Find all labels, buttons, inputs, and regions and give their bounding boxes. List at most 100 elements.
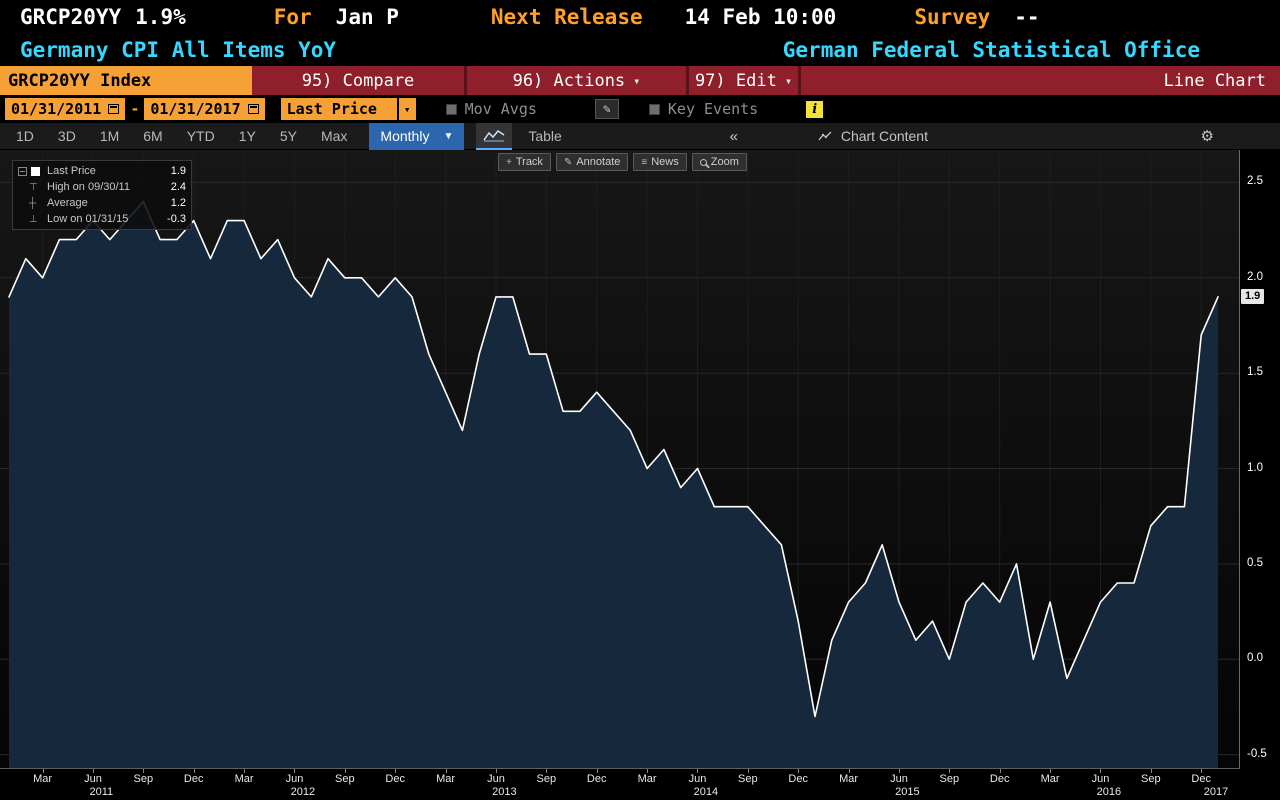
x-year-label: 2013 xyxy=(492,786,517,798)
next-release-value: 14 Feb 10:00 xyxy=(684,4,837,29)
legend-average-label: Average xyxy=(47,197,88,209)
x-month-label: Dec xyxy=(183,773,204,785)
field-select[interactable]: Last Price xyxy=(280,98,397,120)
average-marker-icon: ┼ xyxy=(29,197,37,209)
chart-content-button[interactable]: Chart Content xyxy=(818,128,928,144)
actions-menu-button[interactable]: 96) Actions ▾ xyxy=(467,66,689,95)
legend-high-value: 2.4 xyxy=(170,181,186,193)
for-label: For xyxy=(273,4,312,29)
chart-type-button[interactable] xyxy=(476,122,513,150)
calendar-icon xyxy=(247,104,259,114)
x-year-label: 2015 xyxy=(895,786,920,798)
legend-collapse-icon[interactable] xyxy=(18,166,27,176)
tab-table[interactable]: Table xyxy=(528,128,562,144)
x-tick xyxy=(1050,769,1052,773)
date-from-input[interactable]: 01/31/2011 xyxy=(5,98,126,120)
y-tick-label: -0.5 xyxy=(1247,747,1267,760)
next-release-label: Next Release xyxy=(490,4,643,29)
y-tick-label: 1.5 xyxy=(1247,366,1263,379)
x-tick xyxy=(798,769,800,773)
x-tick xyxy=(596,769,598,773)
key-events-label[interactable]: Key Events xyxy=(667,100,759,118)
last-price-tag: 1.9 xyxy=(1241,288,1265,304)
legend-average-value: 1.2 xyxy=(170,197,186,209)
survey-value: -- xyxy=(1014,4,1040,29)
x-year-label: 2016 xyxy=(1096,786,1122,798)
period-tab-max[interactable]: Max xyxy=(320,127,348,144)
x-month-label: Sep xyxy=(536,773,557,785)
x-tick xyxy=(193,769,195,773)
y-tick-label: 1.0 xyxy=(1247,461,1263,474)
field-dropdown-button[interactable]: ▾ xyxy=(398,98,416,120)
x-tick xyxy=(143,769,145,773)
compare-menu-button[interactable]: 95) Compare xyxy=(252,66,467,95)
x-tick xyxy=(445,769,447,773)
security-name: Germany CPI All Items YoY xyxy=(20,37,337,62)
annotate-button[interactable]: ✎ Annotate xyxy=(555,153,629,171)
ticker: GRCP20YY xyxy=(20,4,122,29)
settings-gear-icon[interactable]: ⚙ xyxy=(1200,128,1214,145)
news-button[interactable]: ≡ News xyxy=(633,153,687,171)
collapse-panel-button[interactable]: « xyxy=(729,127,738,145)
x-year-label: 2012 xyxy=(290,786,316,798)
security-field[interactable]: GRCP20YY Index xyxy=(0,66,252,95)
period-tab-6m[interactable]: 6M xyxy=(143,127,163,144)
chevron-down-icon: ▾ xyxy=(784,73,793,88)
x-month-label: Mar xyxy=(839,773,859,785)
x-tick xyxy=(949,769,951,773)
edit-menu-button[interactable]: 97) Edit ▾ xyxy=(689,66,801,95)
frequency-dropdown[interactable]: Monthly ▼ xyxy=(369,122,465,150)
zoom-button[interactable]: Zoom xyxy=(691,153,747,171)
x-tick xyxy=(1201,769,1203,773)
track-button[interactable]: + Track xyxy=(498,153,551,171)
compare-label: 95) Compare xyxy=(301,70,415,91)
x-month-label: Sep xyxy=(335,773,355,785)
x-month-label: Mar xyxy=(33,773,53,785)
key-events-checkbox[interactable] xyxy=(648,103,660,115)
low-marker-icon: ⊥ xyxy=(29,213,38,225)
chart-legend: Last Price 1.9 ⊤ High on 09/30/11 2.4 ┼ … xyxy=(12,160,192,230)
y-tick-label: 0.5 xyxy=(1247,556,1263,569)
x-tick xyxy=(294,769,296,773)
dropdown-down-icon: ▼ xyxy=(443,130,454,142)
chart-content-label: Chart Content xyxy=(840,128,928,144)
period-tab-1d[interactable]: 1D xyxy=(16,127,34,144)
legend-low-value: -0.3 xyxy=(167,213,186,225)
legend-row-high: ⊤ High on 09/30/11 2.4 xyxy=(18,179,186,195)
security-description-bar: Germany CPI All Items YoY German Federal… xyxy=(0,33,1280,66)
info-icon[interactable]: i xyxy=(806,100,824,118)
control-bar: 01/31/2011 - 01/31/2017 Last Price ▾ Mov… xyxy=(0,95,1280,123)
legend-row-average: ┼ Average 1.2 xyxy=(18,195,186,211)
chart-tool-buttons: + Track ✎ Annotate ≡ News Zoom xyxy=(498,153,747,171)
annotate-pencil-button[interactable]: ✎ xyxy=(594,99,619,119)
period-tab-5y[interactable]: 5Y xyxy=(279,127,297,144)
chart-content-icon xyxy=(818,131,832,141)
period-tab-1m[interactable]: 1M xyxy=(99,127,120,144)
mov-avgs-label[interactable]: Mov Avgs xyxy=(464,100,537,118)
chevron-down-icon: ▾ xyxy=(633,73,641,88)
x-month-label: Jun xyxy=(688,773,707,785)
for-value: Jan P xyxy=(335,4,399,29)
edit-label: 97) Edit xyxy=(694,70,777,91)
period-tab-3d[interactable]: 3D xyxy=(57,127,76,144)
tool-label: News xyxy=(651,156,679,168)
chart-panel: 1.9 2.5 2.0 1.5 1.0 0.5 0.0 -0.5 Mar Jun Sep Dec 2… xyxy=(0,150,1280,800)
x-month-label: Sep xyxy=(133,773,154,785)
period-tab-ytd[interactable]: YTD xyxy=(186,127,215,144)
tool-label: Annotate xyxy=(576,156,621,168)
x-year-label: 2011 xyxy=(89,786,114,798)
x-month-label: Jun xyxy=(487,773,505,785)
tab-bar: 1D 3D 1M 6M YTD 1Y 5Y Max Monthly ▼ Table « Cha… xyxy=(0,122,1280,150)
legend-row-low: ⊥ Low on 01/31/15 -0.3 xyxy=(18,211,186,227)
x-tick xyxy=(495,769,497,773)
chart-plot-area[interactable] xyxy=(0,150,1240,768)
x-month-label: Dec xyxy=(989,773,1010,785)
x-tick xyxy=(647,769,649,773)
y-tick-label: 2.0 xyxy=(1247,270,1263,283)
mov-avgs-checkbox[interactable] xyxy=(445,103,457,115)
period-tab-1y[interactable]: 1Y xyxy=(238,127,256,144)
view-title: Line Chart xyxy=(1163,70,1266,91)
x-axis: Mar Jun Sep Dec 2011 Mar Jun Sep Dec 2012 Mar Jun Se… xyxy=(0,768,1240,800)
date-to-input[interactable]: 01/31/2017 xyxy=(144,98,265,120)
